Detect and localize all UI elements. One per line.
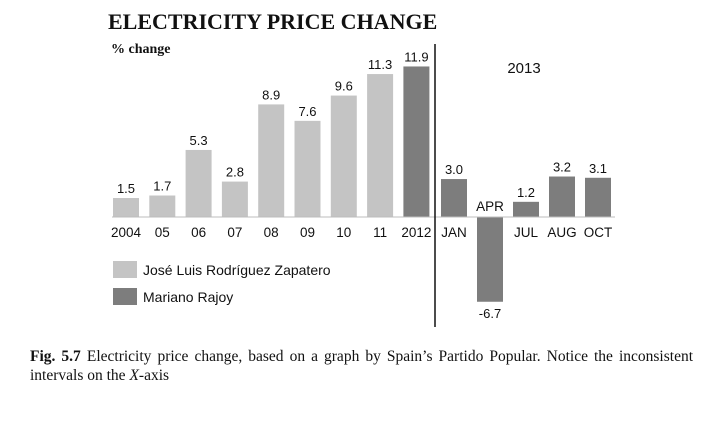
tick-label-05: 05 (155, 225, 170, 240)
tick-label-08: 08 (264, 225, 279, 240)
tick-label-AUG: AUG (547, 225, 576, 240)
data-label-OCT: 3.1 (589, 161, 607, 176)
legend-label-zapatero: José Luis Rodríguez Zapatero (143, 262, 331, 278)
bar-2004 (113, 198, 139, 217)
tick-label-OCT: OCT (584, 225, 613, 240)
bar-APR (477, 217, 503, 302)
legend-label-rajoy: Mariano Rajoy (143, 289, 233, 305)
data-label-JAN: 3.0 (445, 162, 463, 177)
bar-07 (221, 181, 248, 217)
bar-09 (294, 120, 321, 217)
data-label-06: 5.3 (190, 133, 208, 148)
legend-swatch-zapatero (113, 261, 137, 278)
bar-08 (258, 104, 285, 217)
caption-text: Electricity price change, based on a gra… (30, 348, 694, 384)
tick-label-APR: APR (476, 199, 504, 214)
tick-label-06: 06 (191, 225, 206, 240)
data-label-JUL: 1.2 (517, 185, 535, 200)
legend-swatch-rajoy (113, 288, 137, 305)
tick-label-07: 07 (227, 225, 242, 240)
bar-2012 (403, 66, 430, 217)
tick-label-09: 09 (300, 225, 315, 240)
data-labels-group: 1.5 1.7 5.3 2.8 8.9 7.6 9.6 11.3 11.9 3.0 -6.7 1.2 3… (117, 49, 607, 320)
data-label-2012: 11.9 (404, 49, 428, 64)
data-label-AUG: 3.2 (553, 160, 571, 175)
y-axis-label: % change (111, 42, 171, 57)
tick-label-JUL: JUL (514, 225, 538, 240)
tick-label-2004: 2004 (111, 225, 142, 240)
bar-11 (367, 74, 394, 218)
bar-OCT (585, 177, 611, 217)
chart-title: ELECTRICITY PRICE CHANGE (108, 9, 437, 34)
figure-caption: Fig. 5.7 Electricity price change, based… (30, 347, 693, 385)
bar-JUL (513, 201, 539, 217)
tick-label-2012: 2012 (401, 225, 431, 240)
tick-labels-group: 2004 05 06 07 08 09 10 11 2012 JAN APR JUL AUG OCT (111, 199, 612, 240)
data-label-2004: 1.5 (117, 181, 135, 196)
period-label: 2013 (507, 60, 540, 77)
data-label-10: 9.6 (335, 79, 353, 94)
bar-06 (185, 149, 212, 217)
caption-label: Fig. 5.7 (30, 348, 81, 365)
tick-label-JAN: JAN (441, 225, 467, 240)
bar-AUG (549, 176, 575, 217)
data-label-11: 11.3 (368, 57, 392, 72)
data-label-08: 8.9 (262, 87, 280, 102)
bars-group (113, 66, 611, 302)
data-label-07: 2.8 (226, 165, 244, 180)
tick-label-10: 10 (336, 225, 351, 240)
data-label-05: 1.7 (153, 178, 171, 193)
data-label-09: 7.6 (298, 104, 316, 119)
legend: José Luis Rodríguez Zapatero Mariano Rajo… (113, 261, 331, 305)
electricity-price-chart: ELECTRICITY PRICE CHANGE % change 2013 1… (108, 9, 615, 327)
data-label-APR: -6.7 (479, 306, 501, 321)
caption-axis-var: X (129, 367, 139, 384)
tick-label-11: 11 (373, 225, 387, 240)
bar-JAN (441, 179, 467, 217)
bar-05 (149, 195, 176, 217)
caption-text-end: -axis (138, 367, 170, 384)
bar-10 (330, 95, 357, 217)
